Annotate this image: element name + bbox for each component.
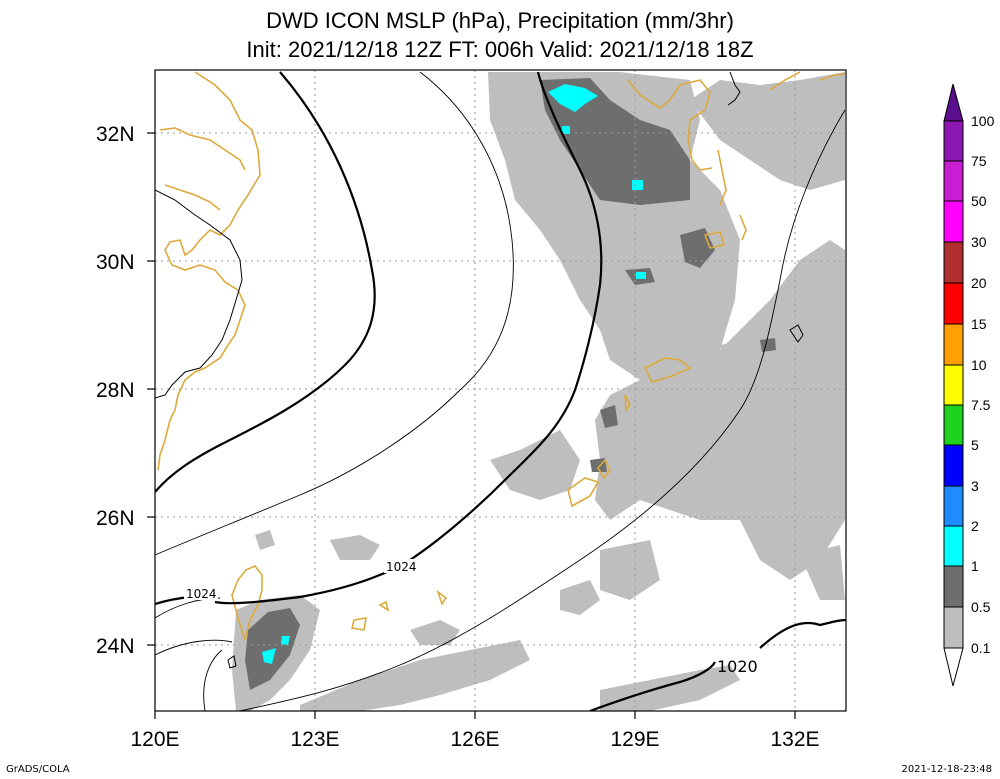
legend-swatch-0-5	[943, 565, 964, 608]
legend-swatch-5	[943, 404, 964, 446]
lon-label: 126E	[450, 728, 499, 751]
legend-label: 0.5	[971, 599, 991, 615]
coastlines	[157, 71, 846, 641]
legend-label: 15	[971, 316, 987, 332]
legend-swatch-10	[943, 323, 964, 366]
precip-color-legend	[943, 83, 964, 687]
footer-timestamp: 2021-12-18-23:48	[901, 764, 992, 775]
legend-swatch-50	[943, 160, 964, 202]
legend-swatch-20	[943, 241, 964, 284]
isobar-label-1024-a: 1024	[386, 560, 417, 574]
legend-swatch-75	[943, 120, 964, 162]
legend-label: 3	[971, 478, 979, 494]
precip-light-areas	[232, 72, 845, 711]
legend-label: 20	[971, 275, 987, 291]
map-title-line-1: DWD ICON MSLP (hPa), Precipitation (mm/3…	[266, 8, 734, 33]
legend-swatch-7-5	[943, 364, 964, 406]
lat-label: 32N	[96, 123, 135, 146]
lon-label: 132E	[770, 728, 819, 751]
lon-label: 123E	[290, 728, 339, 751]
map-title-line-2: Init: 2021/12/18 12Z FT: 006h Valid: 202…	[246, 37, 754, 62]
legend-swatch-2	[943, 485, 964, 527]
lat-label: 28N	[96, 379, 135, 402]
legend-label: 1	[971, 558, 979, 574]
map-plot-area	[155, 70, 846, 711]
lat-label: 30N	[96, 251, 135, 274]
legend-swatch-1	[943, 525, 964, 567]
footer-credit: GrADS/COLA	[6, 764, 70, 775]
plot-frame	[154, 69, 847, 712]
borders	[155, 71, 804, 669]
legend-label: 2	[971, 518, 979, 534]
legend-label: 5	[971, 437, 979, 453]
legend-label: 7.5	[971, 397, 991, 413]
isobar-label-1020: 1020	[717, 657, 758, 676]
legend-swatch-15	[943, 282, 964, 325]
isobar-label-1024-b: 1024	[186, 587, 217, 601]
legend-swatch-100	[943, 83, 964, 122]
precip-heavy-areas	[262, 84, 646, 664]
legend-label: 30	[971, 234, 987, 250]
legend-label: 10	[971, 357, 987, 373]
lat-label: 24N	[96, 635, 135, 658]
isobars-thick	[155, 71, 846, 711]
map-gridlines	[155, 70, 846, 711]
legend-swatch-0-1	[943, 606, 964, 649]
legend-swatch-3	[943, 444, 964, 487]
isobars-thin	[155, 71, 846, 711]
axis-ticks	[147, 132, 796, 719]
legend-label: 75	[971, 153, 987, 169]
lon-label: 120E	[130, 728, 179, 751]
legend-swatch-30	[943, 200, 964, 243]
lon-label: 129E	[610, 728, 659, 751]
isobar-label-bg	[184, 586, 218, 600]
legend-swatch-zero	[943, 647, 964, 687]
legend-label: 100	[971, 113, 995, 129]
lat-label: 26N	[96, 507, 135, 530]
legend-label: 50	[971, 193, 987, 209]
isobar-label-bg	[384, 559, 418, 573]
legend-label: 0.1	[971, 640, 991, 656]
